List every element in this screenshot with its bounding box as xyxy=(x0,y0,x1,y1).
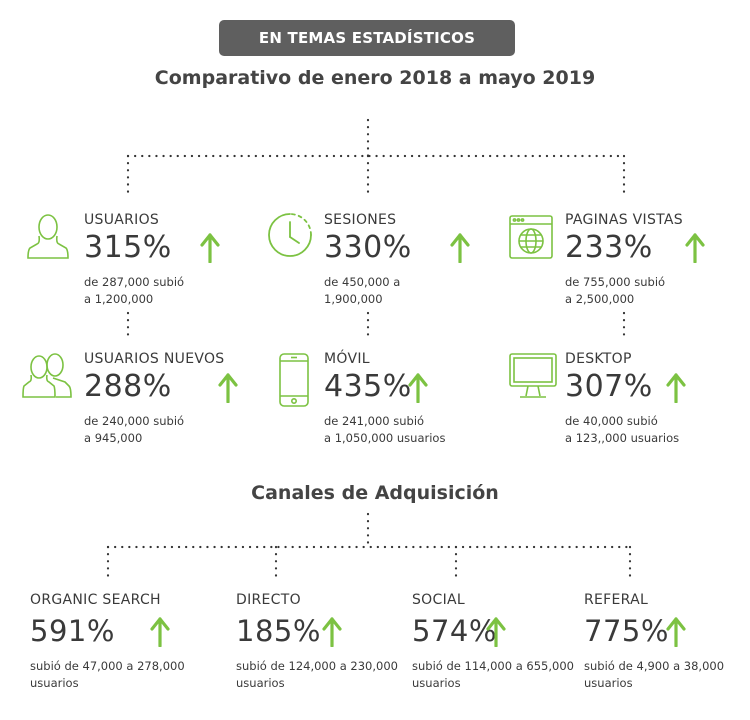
channel-description: subió de 114,000 a 655,000 usuarios xyxy=(412,659,574,690)
up-arrow-icon xyxy=(408,373,428,403)
channel-label: ORGANIC SEARCH xyxy=(30,592,161,608)
up-arrow-icon xyxy=(666,373,686,403)
channel-label: DIRECTO xyxy=(236,592,301,608)
stat-description: de 240,000 subió a 945,000 xyxy=(84,414,185,445)
stat-label: USUARIOS xyxy=(84,212,160,228)
channel-description: subió de 4,900 a 38,000 usuarios xyxy=(584,659,725,690)
channel-percent: 185% xyxy=(236,614,321,648)
up-arrow-icon xyxy=(322,617,342,647)
up-arrow-icon xyxy=(450,233,470,263)
up-arrow-icon xyxy=(200,233,220,263)
page-title: Comparativo de enero 2018 a mayo 2019 xyxy=(154,67,596,89)
stat-percent: 330% xyxy=(324,230,412,265)
stat-percent: 315% xyxy=(84,230,172,265)
stat-description: de 287,000 subió a 1,200,000 xyxy=(84,275,185,306)
up-arrow-icon xyxy=(150,617,170,647)
stat-description: de 755,000 subió a 2,500,000 xyxy=(565,275,666,306)
stat-label: DESKTOP xyxy=(565,351,632,367)
channel-percent: 574% xyxy=(412,614,497,648)
stat-percent: 435% xyxy=(324,369,412,404)
up-arrow-icon xyxy=(218,373,238,403)
stat-description: de 241,000 subió a 1,050,000 usuarios xyxy=(324,414,446,445)
channels-title: Canales de Adquisición xyxy=(251,482,499,504)
channel-label: SOCIAL xyxy=(412,592,465,608)
stat-percent: 307% xyxy=(565,369,653,404)
channel-percent: 591% xyxy=(30,614,115,648)
up-arrow-icon xyxy=(685,233,705,263)
stat-label: SESIONES xyxy=(324,212,397,228)
stat-label: USUARIOS NUEVOS xyxy=(84,351,225,367)
stat-description: de 450,000 a 1,900,000 xyxy=(324,275,401,306)
user-icon xyxy=(27,214,69,259)
browser-globe-icon xyxy=(509,215,553,259)
stat-percent: 288% xyxy=(84,369,172,404)
up-arrow-icon xyxy=(486,617,506,647)
clock-icon xyxy=(268,213,312,257)
channel-percent: 775% xyxy=(584,614,669,648)
mobile-icon xyxy=(279,353,309,407)
stat-description: de 40,000 subió a 123,,000 usuarios xyxy=(565,414,680,445)
channel-label: REFERAL xyxy=(584,592,649,608)
header-badge: EN TEMAS ESTADÍSTICOS xyxy=(219,20,515,56)
up-arrow-icon xyxy=(666,617,686,647)
stat-percent: 233% xyxy=(565,230,653,265)
channel-description: subió de 47,000 a 278,000 usuarios xyxy=(30,659,185,690)
stat-label: PAGINAS VISTAS xyxy=(565,212,683,228)
users-icon xyxy=(22,353,72,398)
desktop-icon xyxy=(509,353,557,398)
channel-description: subió de 124,000 a 230,000 usuarios xyxy=(236,659,398,690)
stat-label: MÓVIL xyxy=(324,351,370,367)
